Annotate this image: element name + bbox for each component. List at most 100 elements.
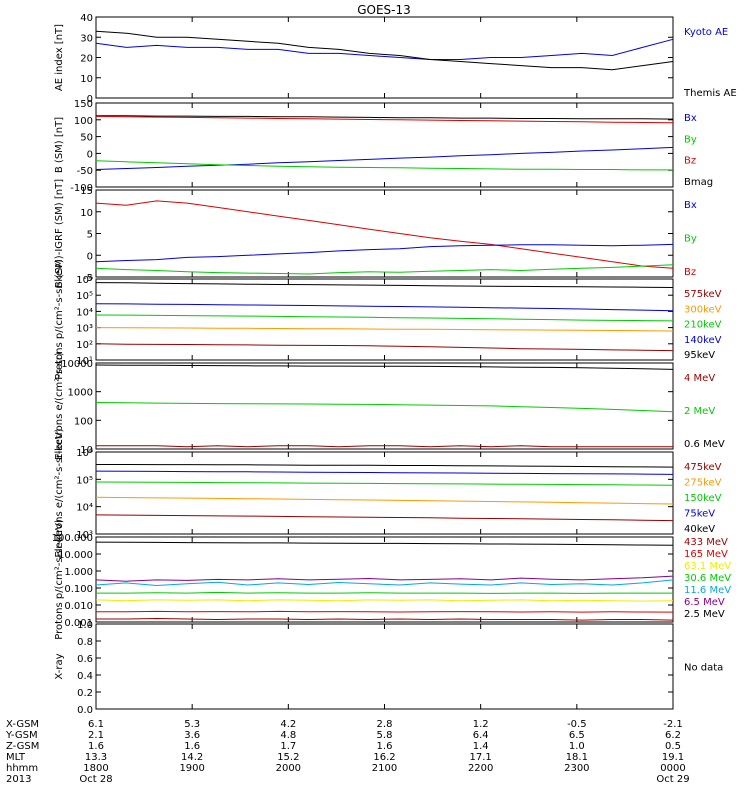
y-tick-label: -50 xyxy=(77,166,93,177)
y-tick-label: 0.001 xyxy=(64,618,93,629)
y-tick-label: 0 xyxy=(87,94,93,105)
legend-entry: Bz xyxy=(684,267,696,278)
panel-1: 0 10 20 30 40 AE index [nT] Kyoto AE Themis AE xyxy=(54,13,737,105)
y-tick-label: 30 xyxy=(80,33,93,44)
y-tick-label: 10⁴ xyxy=(76,307,93,318)
ephemeris-value: 1.6 xyxy=(88,741,104,752)
series-line-2 xyxy=(95,115,674,124)
series-line-3 xyxy=(95,264,674,275)
y-tick-label: 10⁵ xyxy=(76,475,93,486)
y-tick-label: 50 xyxy=(80,133,93,144)
y-tick-label: 40 xyxy=(80,13,93,24)
panel-4: 10¹ 10² 10³ 10⁴ 10⁵ 10⁶ Protons p/(cm²-s-sr-ke… xyxy=(54,259,722,380)
plot-title: GOES-13 xyxy=(357,3,411,17)
legend-entry: 150keV xyxy=(684,493,722,504)
ephemeris-value: 2.1 xyxy=(88,730,104,741)
y-tick-label: 10¹ xyxy=(76,356,93,367)
y-tick-label: 100 xyxy=(74,116,93,127)
ephemeris-row-label: X-GSM xyxy=(6,719,39,730)
legend-entry: Themis AE xyxy=(683,88,737,99)
ephemeris-value: 6.2 xyxy=(665,730,681,741)
ephemeris-row-label: 2013 xyxy=(6,774,31,785)
ephemeris-value: 16.2 xyxy=(373,752,395,763)
legend-entry: By xyxy=(684,234,697,245)
legend-entry: Bmag xyxy=(684,177,713,188)
ephemeris-value: 5.8 xyxy=(377,730,393,741)
series-line-2 xyxy=(95,303,674,312)
panel-3: -5 0 5 10 15 B (SM)-IGRF (SM) [nT] Bx By Bz xyxy=(54,179,697,288)
ephemeris-value: 2.8 xyxy=(377,719,393,730)
ephemeris-value: 1.7 xyxy=(280,741,296,752)
legend-entry: 575keV xyxy=(684,289,722,300)
legend-entry: 63.1 MeV xyxy=(684,561,731,572)
y-tick-label: 10³ xyxy=(76,530,93,541)
legend-entry: 40keV xyxy=(684,524,715,535)
y-tick-label: 10⁶ xyxy=(76,275,93,286)
y-tick-label: 10⁵ xyxy=(76,291,93,302)
legend-entry: 300keV xyxy=(684,304,722,315)
series-line-4 xyxy=(95,496,674,505)
ephemeris-value: -2.1 xyxy=(663,719,683,730)
ephemeris-value: 4.2 xyxy=(280,719,296,730)
ephemeris-value: 2000 xyxy=(276,763,301,774)
legend-entry: Bx xyxy=(684,113,697,124)
y-axis-label: B (SM) [nT] xyxy=(54,117,65,173)
ephemeris-value: 5.3 xyxy=(184,719,200,730)
ephemeris-date: Oct 29 xyxy=(656,774,689,785)
y-axis-label: Electrons e/(cm²-s-sr-keV) xyxy=(54,428,65,557)
legend-entry: 0.6 MeV xyxy=(684,439,725,450)
legend-entry: 275keV xyxy=(684,478,722,489)
series-line-1 xyxy=(96,464,674,468)
y-axis-label: X-ray xyxy=(54,653,65,679)
legend-entry: No data xyxy=(684,663,723,674)
y-tick-label: 10000 xyxy=(61,359,93,370)
legend-entry: 2 MeV xyxy=(684,406,715,417)
legend-entry: 30.6 MeV xyxy=(684,573,731,584)
ephemeris-value: -0.5 xyxy=(567,719,587,730)
series-line-1 xyxy=(96,115,674,120)
y-tick-label: 20 xyxy=(80,54,93,65)
y-tick-label: -5 xyxy=(83,273,93,284)
panel-6: 10³ 10⁴ 10⁵ 10⁶ Electrons e/(cm²-s-sr-keV) 47… xyxy=(54,428,722,557)
panel-2: -100 -50 0 50 100 150 B (SM) [nT] Bx By Bz Bmag xyxy=(54,99,713,194)
series-line-3 xyxy=(95,579,674,587)
y-axis-label: Protons p/(cm²-s-sr-keV) xyxy=(54,259,65,380)
ephemeris-value: 17.1 xyxy=(470,752,492,763)
y-tick-label: 0.100 xyxy=(64,584,93,595)
y-axis-label: B (SM)-IGRF (SM) [nT] xyxy=(54,179,65,288)
y-tick-label: 0.2 xyxy=(77,688,93,699)
series-line-3 xyxy=(95,314,674,322)
y-tick-label: 10 xyxy=(80,208,93,219)
y-tick-label: 15 xyxy=(80,186,93,197)
ephemeris-value: 18.1 xyxy=(566,752,588,763)
y-tick-label: 1.000 xyxy=(64,567,93,578)
ephemeris-value: 1.6 xyxy=(184,741,200,752)
legend-entry: 95keV xyxy=(684,350,715,361)
y-tick-label: 10³ xyxy=(76,324,93,335)
ephemeris-value: 0.5 xyxy=(665,741,681,752)
y-axis-label: AE index [nT] xyxy=(54,24,65,91)
ephemeris-value: 1800 xyxy=(83,763,108,774)
y-tick-label: 10 xyxy=(80,445,93,456)
y-tick-label: 0 xyxy=(87,149,93,160)
series-line-2 xyxy=(95,30,674,71)
legend-entry: 210keV xyxy=(684,320,722,331)
ephemeris-value: 19.1 xyxy=(662,752,684,763)
series-line-2 xyxy=(95,402,674,413)
ephemeris-value: 1.6 xyxy=(377,741,393,752)
y-tick-label: 10⁴ xyxy=(76,503,93,514)
ephemeris-row-label: MLT xyxy=(6,752,26,763)
y-tick-label: 10.000 xyxy=(58,550,93,561)
legend-entry: 6.5 MeV xyxy=(684,597,725,608)
legend-entry: 475keV xyxy=(684,462,722,473)
ephemeris-value: 1.2 xyxy=(473,719,489,730)
ephemeris-value: 2300 xyxy=(564,763,589,774)
ephemeris-value: 0000 xyxy=(660,763,685,774)
ephemeris-value: 6.1 xyxy=(88,719,104,730)
panel-frame xyxy=(95,102,674,188)
y-tick-label: 10⁶ xyxy=(76,448,93,459)
